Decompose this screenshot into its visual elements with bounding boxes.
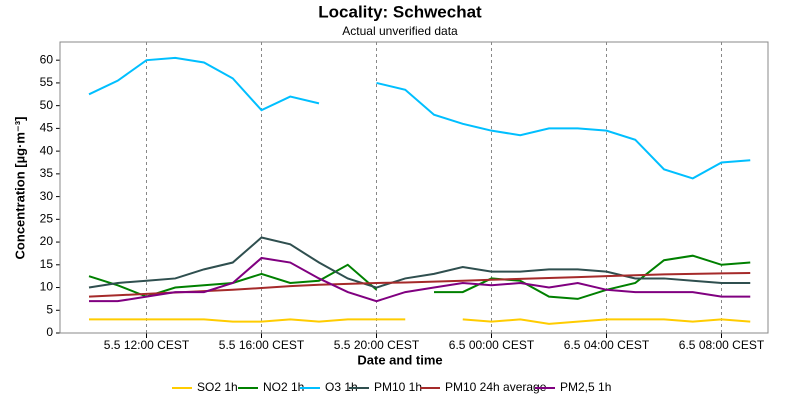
y-tick-label: 20 — [40, 234, 54, 248]
series-line — [89, 256, 751, 303]
y-tick-label: 5 — [46, 302, 53, 316]
x-tick-label: 5.5 12:00 CEST — [104, 338, 190, 352]
x-axis-label: Date and time — [357, 352, 442, 367]
series-line — [88, 236, 751, 289]
legend-label: PM2,5 1h — [560, 380, 611, 394]
y-tick-label: 30 — [40, 189, 54, 203]
x-tick-label: 6.5 00:00 CEST — [449, 338, 535, 352]
y-tick-label: 25 — [40, 212, 54, 226]
series-line — [89, 318, 751, 325]
y-tick-label: 15 — [40, 257, 54, 271]
y-tick-label: 50 — [40, 98, 54, 112]
y-tick-label: 10 — [40, 280, 54, 294]
plot-frame — [59, 41, 769, 334]
y-tick-label: 40 — [40, 143, 54, 157]
chart-subtitle: Actual unverified data — [342, 24, 458, 38]
y-tick-label: 35 — [40, 166, 54, 180]
y-axis-label: Concentration [µg·m⁻³] — [12, 117, 27, 260]
x-tick-label: 6.5 04:00 CEST — [564, 338, 650, 352]
legend-label: PM10 24h average — [445, 380, 547, 394]
x-tick-label: 6.5 08:00 CEST — [679, 338, 765, 352]
chart-title: Locality: Schwechat — [318, 2, 482, 21]
x-tick-label: 5.5 16:00 CEST — [219, 338, 305, 352]
legend-label: O3 1h — [325, 380, 358, 394]
series-line — [88, 56, 751, 180]
y-tick-label: 55 — [40, 75, 54, 89]
y-tick-label: 60 — [40, 52, 54, 66]
legend-label: PM10 1h — [374, 380, 422, 394]
x-tick-label: 5.5 20:00 CEST — [334, 338, 420, 352]
y-tick-label: 45 — [40, 121, 54, 135]
legend-label: NO2 1h — [263, 380, 304, 394]
legend-label: SO2 1h — [197, 380, 238, 394]
y-tick-label: 0 — [46, 325, 53, 339]
